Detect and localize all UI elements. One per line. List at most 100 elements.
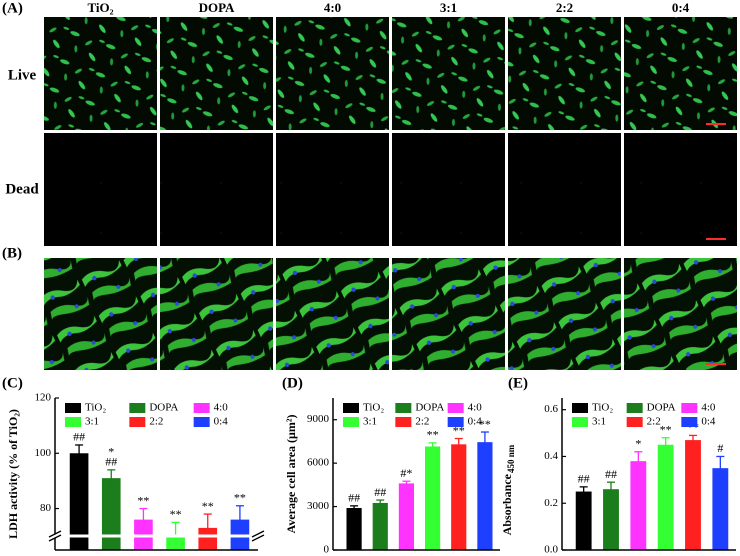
legend-label: 0:4 (214, 416, 229, 428)
y-tick-label: 6000 (307, 457, 330, 469)
significance-label: ** (479, 417, 491, 431)
axis-break-mark (48, 530, 62, 538)
live-image (44, 17, 157, 130)
legend-label: 0:4 (468, 416, 483, 428)
y-tick-label: 9000 (307, 413, 330, 425)
cell-image (44, 258, 157, 370)
column-header: 4:0 (324, 0, 341, 15)
live-image (160, 17, 273, 130)
axis-break-mark (251, 534, 265, 542)
legend-swatch (65, 417, 81, 427)
y-axis-label: LDH activity (% of TiO₂) (6, 409, 20, 539)
column-header: 3:1 (440, 0, 457, 15)
legend-swatch (65, 403, 81, 413)
legend-label: 2:2 (415, 416, 429, 428)
column-header: DOPA (199, 0, 235, 15)
legend-swatch (193, 417, 210, 427)
legend-swatch (626, 403, 643, 413)
bar (685, 440, 701, 550)
significance-label: ** (660, 423, 672, 437)
y-tick-label: 0.0 (544, 544, 558, 556)
bar (346, 508, 362, 550)
dead-image (276, 133, 389, 246)
panel-label: (E) (508, 375, 528, 391)
legend-swatch (681, 417, 698, 427)
bar (603, 489, 619, 550)
y-tick-label: 0.6 (544, 403, 558, 415)
significance-label: ** (234, 491, 246, 505)
significance-label: ## (374, 485, 386, 499)
y-axis-label: Absorbance (500, 473, 514, 535)
legend-label: 3:1 (592, 416, 606, 428)
bar (372, 502, 388, 550)
legend-swatch (395, 417, 412, 427)
dead-image (624, 133, 737, 246)
y-axis-label: Average cell area (μm²) (284, 415, 298, 534)
significance-label: * (108, 445, 114, 459)
legend-label: DOPA (149, 402, 178, 414)
legend-label: 3:1 (363, 416, 377, 428)
legend-label: TiO₂ (363, 402, 384, 414)
bar (69, 453, 89, 550)
legend-label: 3:1 (85, 416, 99, 428)
panel-label: (D) (282, 375, 303, 391)
bar (451, 444, 467, 550)
panel-label: (C) (2, 375, 23, 391)
row-label: Live (8, 67, 37, 83)
significance-label: ** (137, 493, 149, 507)
significance-label: ** (427, 428, 439, 442)
significance-label: ## (578, 472, 590, 486)
y-tick-label: 0 (324, 544, 330, 556)
live-image (624, 17, 737, 130)
legend-swatch (626, 417, 643, 427)
live-image (508, 17, 621, 130)
row-label: Dead (5, 181, 39, 197)
legend-label: 4:0 (701, 402, 716, 414)
dead-image (44, 133, 157, 246)
cell-image (392, 258, 505, 370)
image-grid: TiO₂ DOPA 4:0 3:1 2:2 0:4 Live Dead (5, 0, 737, 370)
dead-image (160, 133, 273, 246)
y-tick-label: 0.4 (544, 450, 558, 462)
column-header: TiO₂ (87, 0, 113, 15)
y-tick-label: 100 (35, 447, 52, 459)
significance-label: #* (400, 466, 412, 480)
significance-label: ## (73, 430, 85, 444)
axis-break-mark (251, 530, 265, 538)
axis-break-mark (48, 534, 62, 542)
bar (657, 444, 674, 550)
dead-image (508, 133, 621, 246)
legend-swatch (447, 417, 464, 427)
legend-label: 0:4 (701, 416, 716, 428)
significance-label: ## (348, 491, 360, 505)
legend-swatch (572, 417, 588, 427)
charts: (C) LDH activity (% of TiO₂) 80 100 120 ## TiO… (2, 375, 736, 556)
bar (477, 442, 493, 550)
legend-label: DOPA (647, 402, 676, 414)
cell-image (508, 258, 621, 370)
legend-swatch (447, 403, 464, 413)
legend-label: TiO₂ (85, 402, 106, 414)
legend-swatch (395, 403, 412, 413)
legend-label: 4:0 (468, 402, 483, 414)
legend-swatch (193, 403, 210, 413)
cell-image (160, 258, 273, 370)
legend-swatch (681, 403, 698, 413)
bar (630, 461, 647, 550)
significance-label: ** (202, 499, 214, 513)
legend-swatch (129, 417, 146, 427)
y-axis-label-sub: 450 nm (506, 444, 516, 473)
significance-label: ** (170, 507, 182, 521)
significance-label: ## (605, 467, 617, 481)
legend-swatch (343, 417, 359, 427)
panel-label: (B) (2, 245, 22, 261)
live-image (392, 17, 505, 130)
cell-image (624, 258, 737, 370)
legend-swatch (343, 403, 359, 413)
panel-label: (A) (2, 0, 23, 16)
significance-label: # (717, 441, 723, 455)
bar (101, 478, 121, 550)
y-tick-label: 0.2 (544, 497, 558, 509)
y-tick-label: 3000 (307, 500, 330, 512)
